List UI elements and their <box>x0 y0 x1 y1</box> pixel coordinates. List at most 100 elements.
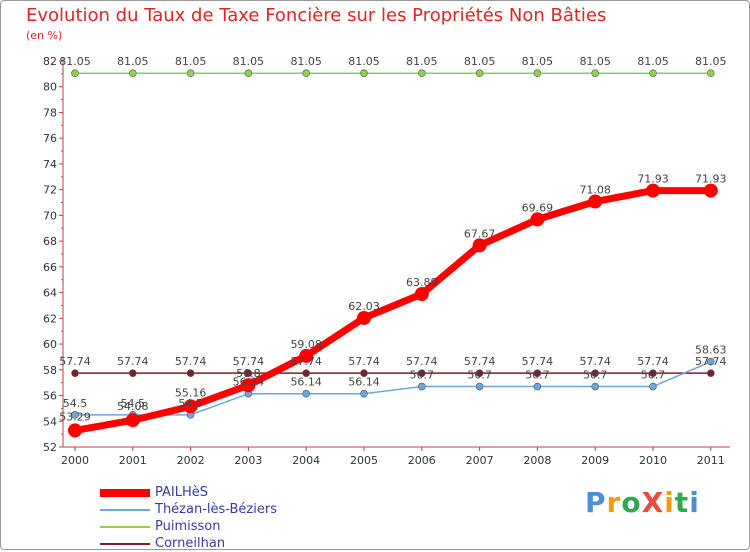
data-label: 54.5 <box>178 397 203 410</box>
data-point <box>360 69 368 78</box>
data-label: 71.93 <box>695 173 727 186</box>
data-label: 57.74 <box>290 355 322 368</box>
data-point <box>475 69 484 78</box>
data-label: 56.7 <box>410 369 435 382</box>
data-point <box>533 382 542 391</box>
data-point <box>71 411 79 419</box>
data-label: 81.05 <box>233 55 265 68</box>
y-unit-label: (en %) <box>26 29 63 42</box>
data-point <box>299 348 314 363</box>
x-tick-label: 2005 <box>350 454 378 467</box>
legend-label: Puimisson <box>155 519 221 534</box>
data-label: 81.05 <box>290 55 322 68</box>
data-point <box>472 238 487 253</box>
data-label: 67.67 <box>464 227 496 240</box>
data-point <box>302 69 311 78</box>
y-tick-label: 66 <box>43 261 57 274</box>
data-point <box>475 369 484 377</box>
x-tick-label: 2008 <box>523 454 551 467</box>
legend-label: Thézan-lès-Béziers <box>155 502 277 517</box>
data-label: 56.7 <box>525 369 550 382</box>
y-tick-label: 74 <box>43 158 57 171</box>
data-label: 57.74 <box>406 355 438 368</box>
data-label: 81.05 <box>522 55 554 68</box>
data-point <box>71 369 79 377</box>
data-point <box>360 389 368 398</box>
data-point <box>706 369 715 377</box>
data-label: 54.08 <box>117 400 149 413</box>
data-point <box>703 183 718 198</box>
logo-letter: t <box>674 486 690 519</box>
data-label: 81.05 <box>348 55 380 68</box>
data-label: 57.74 <box>579 355 611 368</box>
data-label: 81.05 <box>59 55 91 68</box>
data-label: 57.74 <box>175 355 207 368</box>
data-label: 81.05 <box>117 55 149 68</box>
y-tick-label: 70 <box>43 209 57 222</box>
data-point <box>649 369 657 377</box>
data-point <box>302 389 311 398</box>
legend-label: PAILHèS <box>155 485 209 500</box>
data-label: 81.05 <box>695 55 727 68</box>
y-tick-label: 78 <box>43 106 57 119</box>
data-point <box>475 382 484 391</box>
data-point <box>129 69 137 78</box>
data-label: 56.14 <box>233 376 265 389</box>
data-label: 81.05 <box>406 55 438 68</box>
x-tick-label: 2006 <box>408 454 436 467</box>
legend-swatch <box>100 509 150 511</box>
legend-swatch <box>100 526 150 528</box>
data-point <box>68 423 82 438</box>
data-point <box>414 287 429 302</box>
logo-letter: i <box>664 486 675 519</box>
data-label: 57.74 <box>59 355 91 368</box>
x-tick-label: 2002 <box>177 454 205 467</box>
data-point <box>530 212 545 227</box>
x-tick-label: 2010 <box>639 454 667 467</box>
data-point <box>241 378 256 393</box>
x-tick-label: 2000 <box>61 454 89 467</box>
data-label: 57.74 <box>348 355 380 368</box>
data-point <box>649 382 657 391</box>
data-point <box>360 369 368 377</box>
logo-letter: i <box>689 486 700 519</box>
data-point <box>417 69 426 78</box>
y-tick-label: 60 <box>43 338 57 351</box>
data-label: 81.05 <box>175 55 207 68</box>
chart-title: Evolution du Taux de Taxe Foncière sur l… <box>26 5 607 26</box>
data-label: 57.74 <box>695 355 727 368</box>
data-label: 57.74 <box>233 355 265 368</box>
data-point <box>649 69 657 78</box>
legend-swatch <box>100 543 150 545</box>
x-tick-label: 2011 <box>697 454 725 467</box>
legend-swatch <box>100 489 150 497</box>
data-point <box>357 310 371 325</box>
data-label: 56.14 <box>290 376 322 389</box>
y-tick-label: 72 <box>43 184 57 197</box>
data-label: 56.7 <box>583 369 608 382</box>
data-label: 58.63 <box>695 344 727 357</box>
logo-letter: X <box>641 486 665 519</box>
data-label: 81.05 <box>579 55 611 68</box>
data-label: 57.74 <box>464 355 496 368</box>
series-line <box>71 187 715 434</box>
y-tick-label: 58 <box>43 364 57 377</box>
data-label: 56.7 <box>467 369 492 382</box>
logo-letter: r <box>606 486 622 519</box>
y-tick-label: 52 <box>43 441 57 454</box>
data-label: 57.74 <box>637 355 669 368</box>
data-label: 59.08 <box>290 338 322 351</box>
x-tick-label: 2001 <box>119 454 147 467</box>
data-point <box>591 382 600 391</box>
x-tick-label: 2004 <box>292 454 320 467</box>
series-line <box>74 360 712 416</box>
data-point <box>706 69 715 78</box>
data-label: 56.8 <box>236 367 261 380</box>
y-tick-label: 80 <box>43 81 57 94</box>
logo-letter: P <box>585 486 607 519</box>
x-tick-label: 2003 <box>234 454 262 467</box>
data-point <box>706 357 715 366</box>
data-label: 71.08 <box>579 184 611 197</box>
data-point <box>588 194 603 209</box>
